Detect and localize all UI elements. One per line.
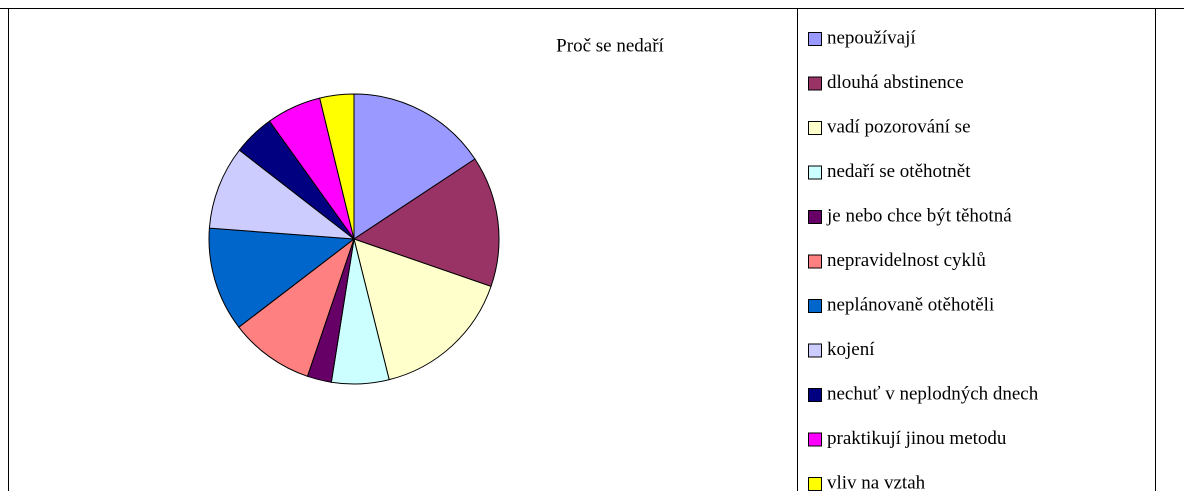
- pie-slice: [319, 93, 355, 240]
- pie-slice: [208, 227, 356, 328]
- legend-label: je nebo chce být těhotná: [826, 205, 1012, 226]
- legend-label: nepravidelnost cyklů: [827, 250, 986, 271]
- pie-slice: [353, 93, 476, 240]
- legend-swatch: [808, 477, 822, 491]
- legend-swatch: [808, 165, 822, 180]
- pie-slice: [238, 237, 356, 377]
- legend-label: vliv na vztah: [827, 472, 926, 491]
- pie-slice: [352, 158, 500, 288]
- legend-swatch: [808, 388, 822, 402]
- legend-label: vadí pozorování se: [827, 116, 971, 137]
- legend-label: dlouhá abstinence: [827, 72, 964, 93]
- legend-label: neplánovaně otěhotěli: [827, 294, 994, 315]
- legend-swatch: [808, 121, 822, 135]
- legend-swatch: [808, 432, 822, 447]
- legend-label: praktikují jinou metodu: [827, 428, 1007, 449]
- pie-slice: [208, 149, 356, 240]
- legend-swatch: [808, 210, 822, 224]
- chart-title: Proč se nedaří: [556, 35, 664, 56]
- legend-label: kojení: [827, 339, 875, 360]
- legend-swatch: [808, 299, 822, 313]
- legend-label: nechuť v neplodných dnech: [827, 383, 1039, 404]
- legend-label: nepoužívají: [827, 27, 916, 48]
- pie-slice: [353, 238, 492, 381]
- legend-swatch: [808, 254, 822, 269]
- legend-label: nedaří se otěhotnět: [827, 161, 971, 182]
- legend-swatch: [808, 32, 822, 46]
- legend-swatch: [808, 76, 822, 91]
- legend-swatch: [808, 343, 822, 358]
